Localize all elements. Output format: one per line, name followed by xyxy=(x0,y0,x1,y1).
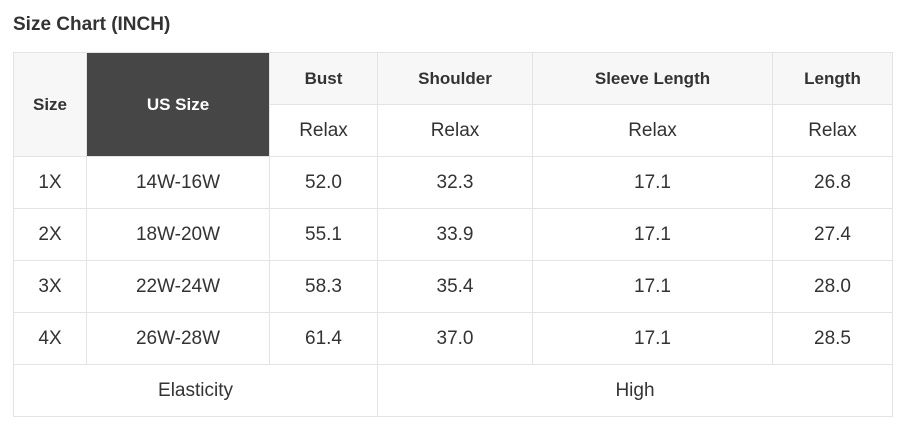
table-cell: 17.1 xyxy=(532,156,773,209)
subheader-cell: Relax xyxy=(772,104,893,157)
table-cell: 33.9 xyxy=(377,208,533,261)
page-title: Size Chart (INCH) xyxy=(13,14,171,35)
table-cell: 26.8 xyxy=(772,156,893,209)
table-row: 3X 22W-24W 58.3 35.4 17.1 28.0 xyxy=(13,260,893,313)
header-shoulder: Shoulder xyxy=(377,52,533,105)
elasticity-label: Elasticity xyxy=(13,364,378,417)
table-cell: 3X xyxy=(13,260,87,313)
header-length: Length xyxy=(772,52,893,105)
table-cell: 22W-24W xyxy=(86,260,270,313)
table-cell: 17.1 xyxy=(532,208,773,261)
header-bust: Bust xyxy=(269,52,378,105)
table-cell: 14W-16W xyxy=(86,156,270,209)
table-cell: 4X xyxy=(13,312,87,365)
table-cell: 17.1 xyxy=(532,260,773,313)
table-cell: 28.0 xyxy=(772,260,893,313)
footer-row: Elasticity High xyxy=(13,364,893,417)
header-size: Size xyxy=(13,52,87,157)
table-cell: 37.0 xyxy=(377,312,533,365)
table-cell: 27.4 xyxy=(772,208,893,261)
elasticity-value: High xyxy=(377,364,893,417)
table-cell: 32.3 xyxy=(377,156,533,209)
table-row: 1X 14W-16W 52.0 32.3 17.1 26.8 xyxy=(13,156,893,209)
table-cell: 2X xyxy=(13,208,87,261)
table-cell: 28.5 xyxy=(772,312,893,365)
table-row: 2X 18W-20W 55.1 33.9 17.1 27.4 xyxy=(13,208,893,261)
subheader-cell: Relax xyxy=(377,104,533,157)
header-sleeve-length: Sleeve Length xyxy=(532,52,773,105)
size-chart-table: Size US Size Bust Shoulder Sleeve Length… xyxy=(13,52,893,417)
table-cell: 58.3 xyxy=(269,260,378,313)
table-cell: 55.1 xyxy=(269,208,378,261)
header-row: Size US Size Bust Shoulder Sleeve Length… xyxy=(13,52,893,157)
subheader-cell: Relax xyxy=(532,104,773,157)
table-cell: 26W-28W xyxy=(86,312,270,365)
table-cell: 61.4 xyxy=(269,312,378,365)
table-cell: 35.4 xyxy=(377,260,533,313)
table-cell: 18W-20W xyxy=(86,208,270,261)
table-cell: 17.1 xyxy=(532,312,773,365)
header-us-size: US Size xyxy=(86,52,270,157)
table-row: 4X 26W-28W 61.4 37.0 17.1 28.5 xyxy=(13,312,893,365)
table-cell: 52.0 xyxy=(269,156,378,209)
table-cell: 1X xyxy=(13,156,87,209)
subheader-row: Relax Relax Relax Relax xyxy=(14,104,893,157)
subheader-cell: Relax xyxy=(269,104,378,157)
